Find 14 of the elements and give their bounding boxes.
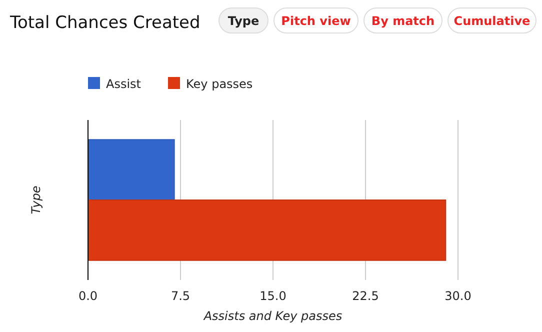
y-axis-title: Type — [29, 186, 43, 214]
text: Type — [228, 14, 260, 28]
x-tick-label: 30.0 — [444, 289, 472, 303]
legend-label: Assist — [106, 77, 142, 91]
chart-title: Total Chances Created — [9, 13, 200, 33]
x-tick-label: 0.0 — [78, 289, 98, 303]
text: Pitch view — [281, 14, 351, 28]
text: By match — [371, 14, 435, 28]
x-tick-label: 15.0 — [260, 289, 286, 303]
text: Cumulative — [454, 14, 530, 28]
legend-label: Key passes — [186, 77, 253, 91]
x-tick-label: 7.5 — [170, 289, 190, 303]
x-axis-title: Assists and Key passes — [202, 309, 342, 323]
x-tick-label: 22.5 — [352, 289, 379, 303]
